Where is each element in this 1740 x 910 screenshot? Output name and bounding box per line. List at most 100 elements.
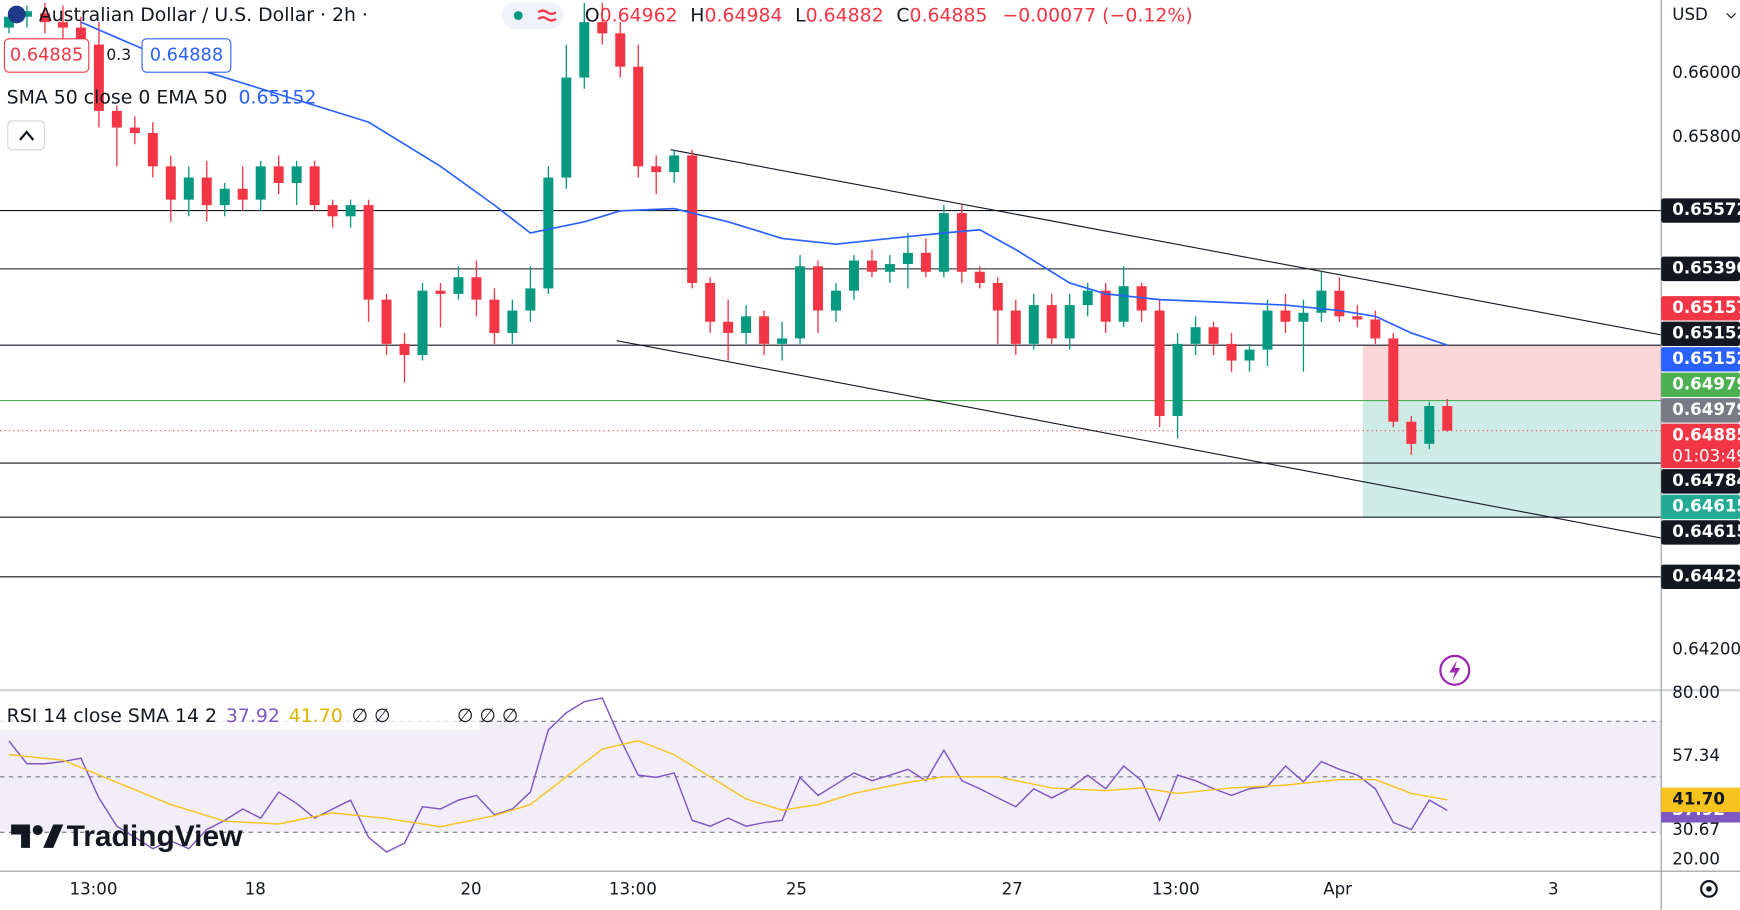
- candle-body: [1082, 290, 1093, 306]
- indicator-legend: SMA 50 close 0 EMA 50 0.65152: [7, 86, 317, 108]
- x-tick-label: Apr: [1323, 879, 1352, 898]
- candle-body: [1334, 290, 1345, 317]
- rsi-line: [8, 697, 1448, 853]
- candle-body: [1352, 316, 1363, 320]
- candle-body: [1064, 305, 1075, 339]
- buy-button[interactable]: [141, 38, 232, 73]
- candle-body: [561, 77, 572, 178]
- close-value: 0.64885: [910, 4, 988, 26]
- price-label-bg: [1661, 398, 1740, 423]
- candle-body: [165, 166, 176, 200]
- price-label: 0.65157: [1672, 298, 1740, 317]
- candle-body: [723, 321, 734, 333]
- candle-body: [831, 290, 841, 311]
- price-label-bg: [1661, 256, 1740, 282]
- candle-body: [1172, 343, 1183, 416]
- collapse-button[interactable]: [7, 120, 45, 151]
- price-label: 0.64885: [1672, 425, 1740, 444]
- candle-body: [525, 288, 536, 311]
- candle-body: [759, 316, 770, 344]
- price-label: 0.64979: [1672, 374, 1740, 393]
- x-tick-label: 27: [1002, 879, 1023, 898]
- rsi-tick-label: 30.67: [1672, 820, 1720, 839]
- flag-icon: [7, 5, 26, 24]
- indicator-name: SMA 50 close 0 EMA 50: [7, 86, 228, 108]
- price-label-bg: [1661, 347, 1740, 372]
- open-value: 0.64962: [600, 4, 678, 26]
- candle-body: [1406, 421, 1417, 444]
- price-label-bg: [1661, 372, 1740, 398]
- candle-body: [435, 290, 446, 294]
- status-pill[interactable]: [501, 2, 564, 29]
- price-label: 0.64429: [1672, 566, 1740, 585]
- candle-body: [1262, 310, 1273, 350]
- candle-body: [615, 33, 626, 67]
- candle-body: [273, 166, 284, 183]
- sell-price: 0.64885: [10, 46, 83, 66]
- candle-body: [848, 260, 859, 291]
- x-tick-label: 20: [460, 879, 481, 898]
- change: −0.00077 (−0.12%): [1002, 4, 1192, 26]
- price-label: 0.65572: [1672, 200, 1740, 219]
- low-value: 0.64882: [806, 4, 884, 26]
- ohlc: O0.64962 H0.64984 L0.64882 C0.64885 −0.0…: [585, 4, 1193, 26]
- candle-body: [705, 282, 716, 322]
- candle-body: [956, 213, 967, 272]
- rsi-sma-value: 41.70: [289, 704, 343, 726]
- trendline: [616, 340, 1662, 539]
- axes: 13:00 18 20 13:00 25 27 13:00 Apr 3 0.66000 0.6580…: [70, 63, 1740, 898]
- candle-body: [39, 13, 50, 23]
- candle-body: [1442, 406, 1453, 431]
- spread: 0.3: [106, 46, 131, 64]
- candle-body: [1046, 305, 1057, 339]
- candle-body: [363, 205, 374, 300]
- target-zone: [1362, 400, 1662, 518]
- trendline: [670, 149, 1662, 336]
- candle-body: [291, 166, 302, 183]
- x-tick-label: 13:00: [70, 879, 118, 898]
- price-label: 0.64615: [1672, 522, 1740, 541]
- candle-body: [1280, 310, 1291, 322]
- price-label: 0.64979: [1672, 400, 1740, 419]
- candle-body: [1154, 310, 1165, 416]
- settings-icon[interactable]: [1700, 880, 1718, 898]
- price-label-bg: [1661, 198, 1740, 223]
- candle-body: [183, 177, 194, 200]
- candle-body: [327, 205, 338, 217]
- candle-body: [3, 16, 14, 28]
- candle-body: [345, 205, 356, 217]
- x-tick-label: 18: [245, 879, 266, 898]
- data-icon: [537, 9, 557, 22]
- rsi-tick-label: 20.00: [1672, 850, 1720, 869]
- x-tick-label: 13:00: [1152, 879, 1200, 898]
- price-label: 0.64615: [1672, 496, 1740, 515]
- candle-body: [741, 316, 752, 333]
- candle-body: [129, 127, 140, 134]
- candle-body: [309, 166, 320, 206]
- candle-body: [255, 166, 266, 200]
- currency[interactable]: USD: [1672, 5, 1708, 24]
- rsi-legend-bg: [0, 701, 480, 731]
- candle-body: [1190, 327, 1201, 344]
- candle-body: [1316, 290, 1327, 313]
- brand: TradingView: [67, 820, 244, 853]
- logo-icon: [11, 824, 30, 848]
- candle-body: [866, 260, 877, 272]
- ema-line: [80, 21, 1448, 346]
- candle-body: [992, 282, 1003, 311]
- sell-button[interactable]: [3, 38, 90, 73]
- candle-body: [795, 266, 806, 339]
- candle-body: [93, 44, 104, 111]
- candle-body: [453, 277, 464, 294]
- candle-body: [1370, 319, 1381, 339]
- candle-body: [633, 66, 644, 167]
- candle-body: [219, 188, 230, 206]
- candle-body: [651, 166, 662, 173]
- logo-icon: [32, 825, 43, 836]
- candle-body: [813, 266, 824, 311]
- price-label: 0.65152: [1672, 323, 1740, 342]
- candle-body: [543, 177, 554, 289]
